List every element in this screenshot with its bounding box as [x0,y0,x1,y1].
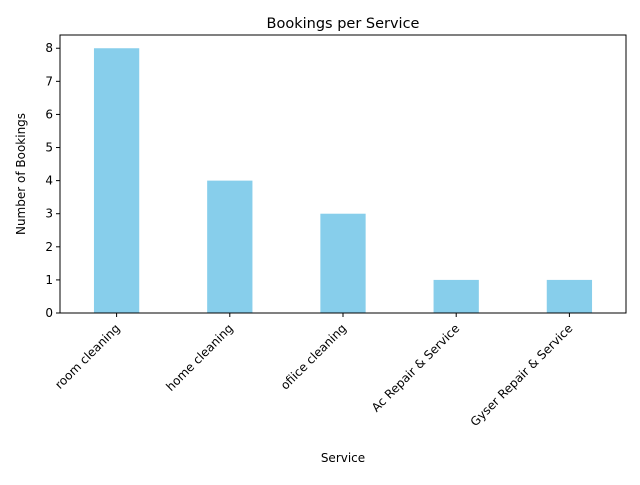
bars-layer [93,48,593,313]
y-tick-label: 6 [45,107,53,121]
y-tick-label: 5 [45,141,53,155]
y-tick-label: 8 [45,41,53,55]
y-tick-label: 1 [45,273,53,287]
y-axis: 0 1 2 3 4 5 6 7 8 [45,41,60,320]
y-axis-label: Number of Bookings [14,113,28,235]
y-tick-label: 4 [45,174,53,188]
x-axis-label: Service [321,451,365,465]
plot-frame [59,34,627,314]
chart-title: Bookings per Service [267,16,420,32]
bar-0 [93,48,140,313]
bar-2 [320,213,366,313]
bar-4 [546,279,593,313]
y-tick-label: 7 [45,74,53,88]
y-tick-label: 0 [45,306,53,320]
y-tick-label: 3 [45,207,53,221]
y-tick-label: 2 [45,240,53,254]
bar-3 [433,279,479,313]
bar-1 [207,180,253,313]
